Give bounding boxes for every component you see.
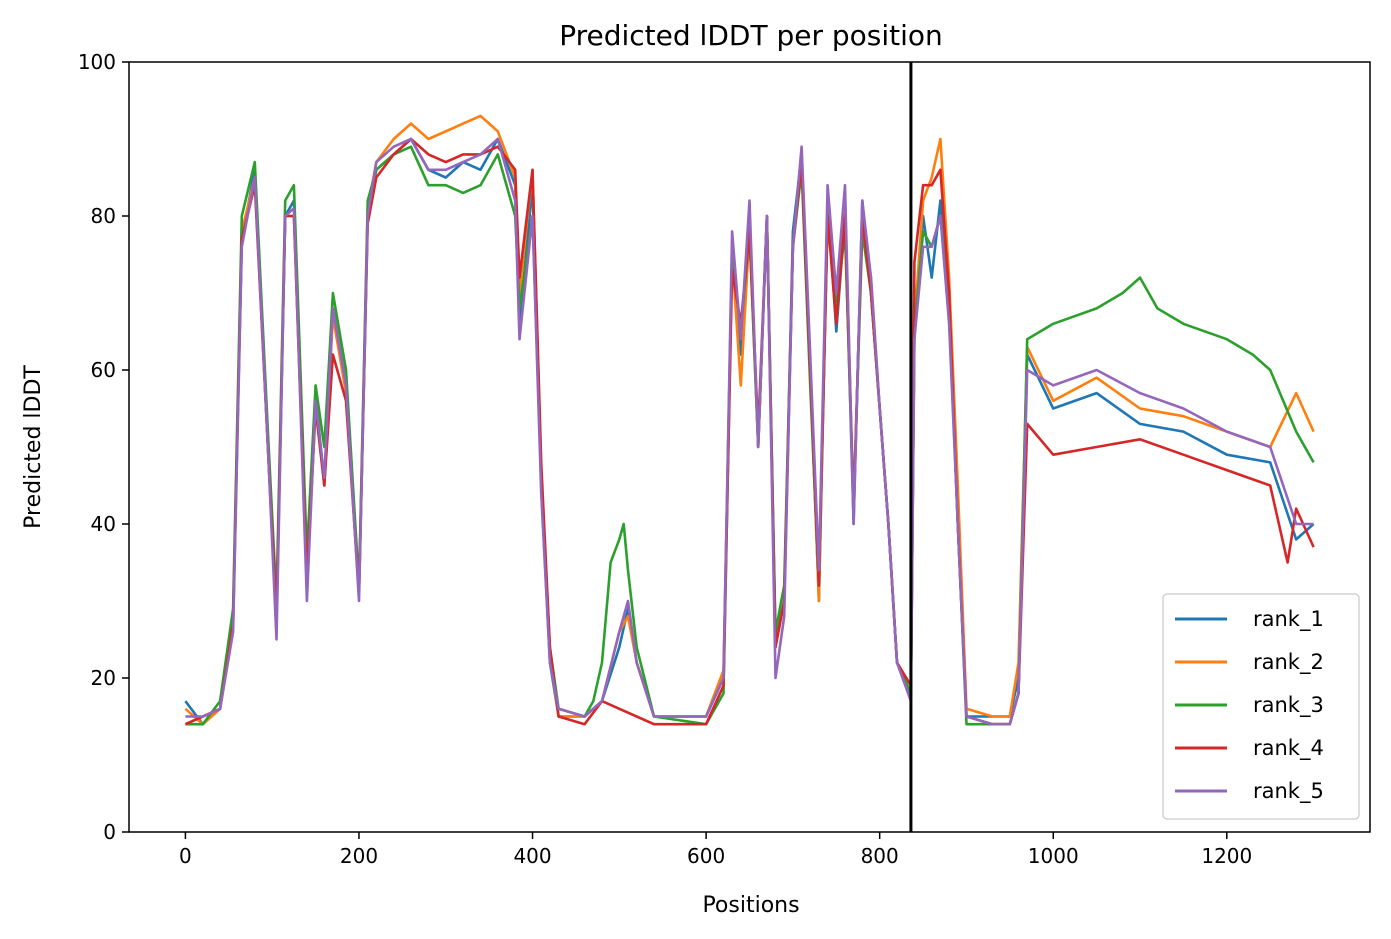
legend-label-rank_1: rank_1 <box>1253 607 1324 632</box>
plot-area <box>184 62 1315 832</box>
x-tick-label: 1200 <box>1201 844 1252 868</box>
x-tick-label: 800 <box>861 844 899 868</box>
y-tick-label: 100 <box>78 50 116 74</box>
legend: rank_1 rank_2 rank_3 rank_4 rank_5 <box>1162 593 1360 820</box>
y-tick-label: 40 <box>91 512 116 536</box>
x-axis: 0 200 400 600 800 1000 1200 <box>179 832 1252 868</box>
series-line-rank_5 <box>185 137 1314 726</box>
y-tick-label: 20 <box>91 666 116 690</box>
x-tick-label: 600 <box>687 844 725 868</box>
x-tick-label: 1000 <box>1028 844 1079 868</box>
chart-title: Predicted lDDT per position <box>559 19 943 52</box>
y-tick-label: 60 <box>91 358 116 382</box>
legend-label-rank_2: rank_2 <box>1253 650 1324 675</box>
x-tick-label: 0 <box>179 844 192 868</box>
legend-label-rank_4: rank_4 <box>1253 736 1324 761</box>
y-axis-label: Predicted lDDT <box>21 365 46 529</box>
legend-box <box>1162 593 1360 820</box>
plot-frame <box>128 61 1371 833</box>
legend-label-rank_3: rank_3 <box>1253 693 1324 718</box>
y-axis: 0 20 40 60 80 100 <box>78 50 129 844</box>
y-tick-label: 80 <box>91 204 116 228</box>
x-tick-label: 400 <box>513 844 551 868</box>
x-axis-label: Positions <box>702 893 799 918</box>
y-tick-label: 0 <box>103 820 116 844</box>
legend-label-rank_5: rank_5 <box>1253 779 1324 804</box>
x-tick-label: 200 <box>340 844 378 868</box>
